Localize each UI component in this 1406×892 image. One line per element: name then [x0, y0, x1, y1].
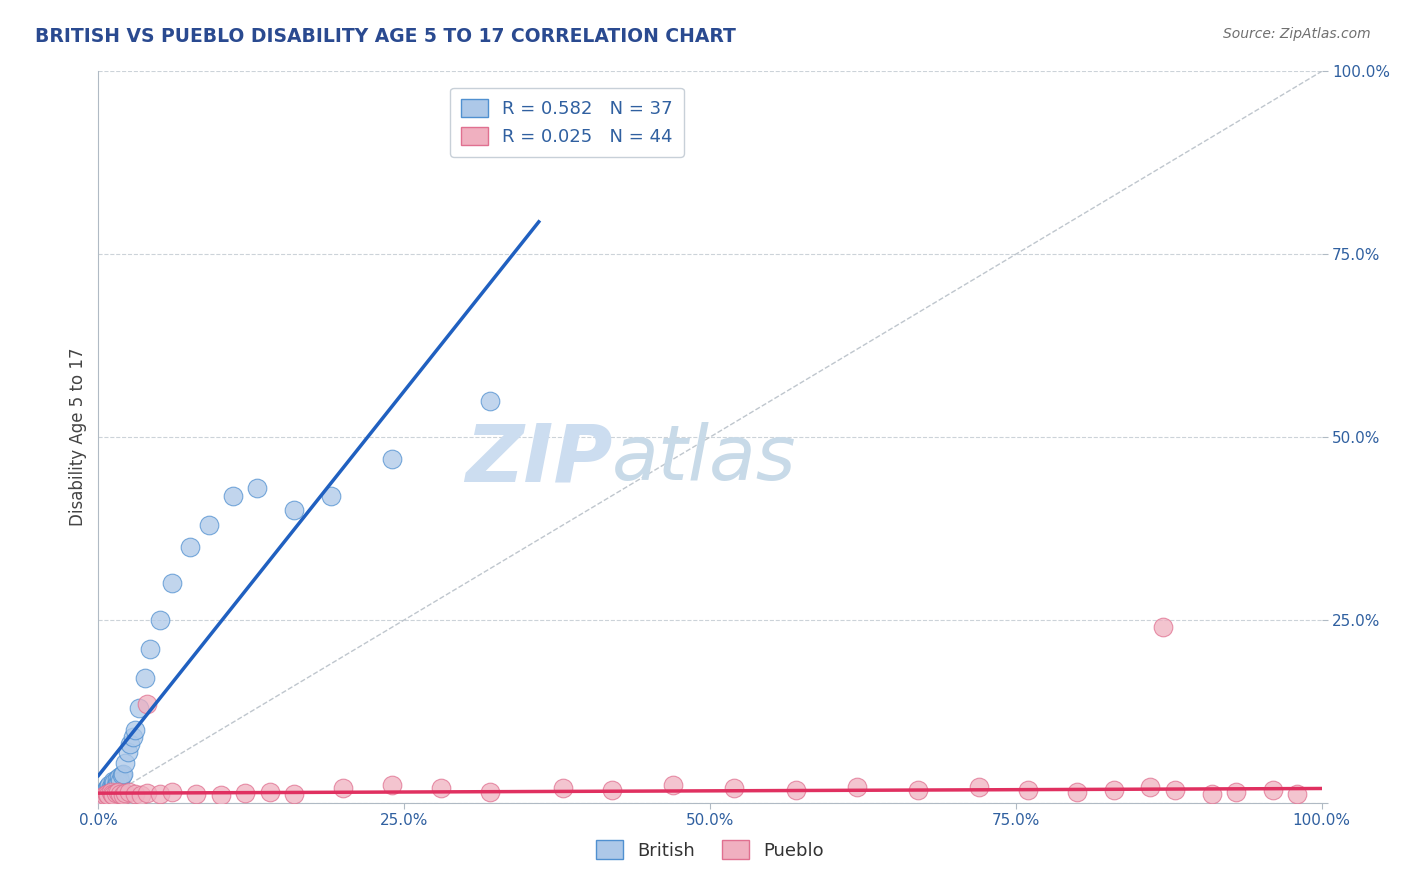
- Point: [1225, 785, 1247, 799]
- Point: [1201, 787, 1223, 801]
- Point: [118, 785, 141, 799]
- Point: [110, 787, 132, 801]
- Point: [121, 730, 143, 744]
- Text: BRITISH VS PUEBLO DISABILITY AGE 5 TO 17 CORRELATION CHART: BRITISH VS PUEBLO DISABILITY AGE 5 TO 17…: [35, 27, 735, 45]
- Point: [149, 613, 172, 627]
- Point: [209, 789, 232, 803]
- Point: [96, 781, 118, 796]
- Point: [283, 787, 305, 801]
- Point: [101, 777, 124, 792]
- Point: [101, 789, 124, 803]
- Point: [111, 766, 134, 780]
- Point: [1139, 780, 1161, 794]
- Point: [149, 787, 172, 801]
- Text: ZIP: ZIP: [465, 420, 612, 498]
- Point: [91, 789, 114, 803]
- Point: [785, 782, 807, 797]
- Point: [100, 785, 122, 799]
- Point: [101, 773, 124, 788]
- Point: [97, 780, 120, 794]
- Point: [259, 785, 281, 799]
- Point: [107, 785, 129, 799]
- Point: [93, 789, 115, 803]
- Point: [907, 782, 929, 797]
- Point: [233, 786, 256, 800]
- Point: [430, 781, 453, 796]
- Point: [662, 777, 685, 792]
- Point: [101, 781, 124, 796]
- Point: [91, 789, 114, 804]
- Point: [98, 777, 121, 792]
- Point: [1164, 782, 1187, 797]
- Text: Source: ZipAtlas.com: Source: ZipAtlas.com: [1223, 27, 1371, 41]
- Point: [114, 756, 136, 770]
- Point: [107, 775, 129, 789]
- Point: [129, 789, 152, 803]
- Point: [332, 781, 354, 796]
- Y-axis label: Disability Age 5 to 17: Disability Age 5 to 17: [69, 348, 87, 526]
- Point: [117, 745, 139, 759]
- Point: [120, 737, 142, 751]
- Point: [600, 782, 623, 797]
- Text: atlas: atlas: [612, 422, 797, 496]
- Point: [381, 777, 404, 792]
- Point: [136, 786, 159, 800]
- Point: [136, 697, 159, 711]
- Point: [101, 787, 124, 801]
- Point: [110, 773, 132, 788]
- Point: [1261, 782, 1284, 797]
- Point: [478, 393, 501, 408]
- Legend: British, Pueblo: British, Pueblo: [589, 833, 831, 867]
- Point: [1152, 620, 1174, 634]
- Point: [97, 789, 120, 803]
- Point: [160, 785, 183, 799]
- Point: [104, 777, 127, 792]
- Point: [553, 781, 575, 796]
- Point: [1066, 785, 1088, 799]
- Point: [1017, 782, 1039, 797]
- Point: [124, 787, 146, 801]
- Point: [111, 768, 134, 782]
- Point: [139, 642, 162, 657]
- Point: [124, 723, 146, 737]
- Point: [179, 540, 201, 554]
- Point: [111, 789, 134, 803]
- Point: [246, 481, 269, 495]
- Point: [108, 770, 131, 784]
- Point: [381, 452, 404, 467]
- Point: [845, 780, 868, 794]
- Point: [128, 700, 150, 714]
- Point: [103, 775, 125, 789]
- Point: [105, 772, 128, 787]
- Point: [100, 780, 122, 794]
- Point: [197, 517, 219, 532]
- Point: [94, 782, 117, 797]
- Point: [96, 787, 118, 801]
- Point: [98, 782, 121, 797]
- Point: [723, 781, 745, 796]
- Point: [114, 786, 136, 800]
- Point: [134, 672, 156, 686]
- Point: [478, 785, 501, 799]
- Point: [283, 503, 305, 517]
- Point: [104, 786, 127, 800]
- Point: [160, 576, 183, 591]
- Point: [967, 780, 990, 794]
- Point: [222, 489, 245, 503]
- Point: [319, 489, 342, 503]
- Point: [186, 787, 208, 801]
- Point: [1102, 782, 1125, 797]
- Point: [93, 785, 115, 799]
- Point: [1286, 787, 1309, 801]
